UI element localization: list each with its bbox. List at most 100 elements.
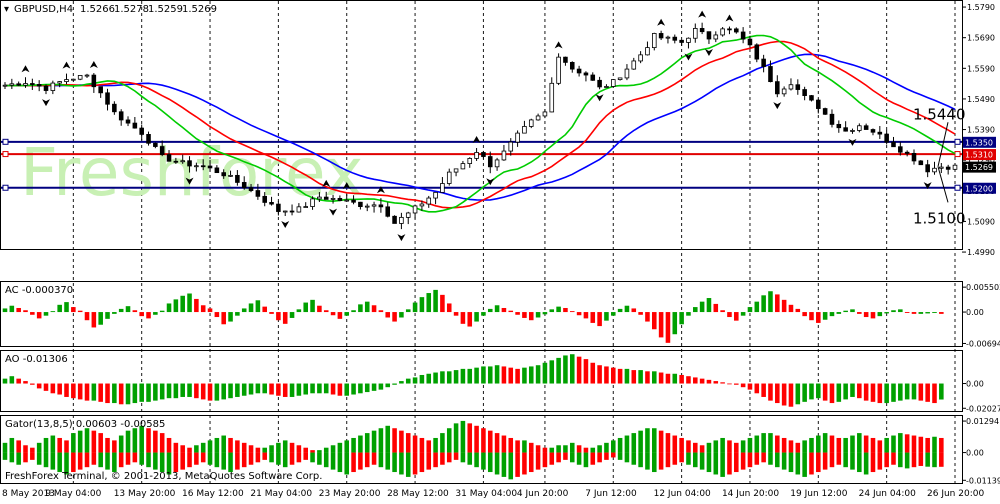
gator-bar <box>624 435 630 453</box>
ac-bar <box>446 303 452 313</box>
candle-body <box>877 131 883 135</box>
fractal-up-icon <box>322 179 331 187</box>
fractal-down-icon <box>185 177 194 185</box>
candle-body <box>146 134 151 144</box>
ac-bar <box>761 295 766 313</box>
ao-bar <box>836 383 842 402</box>
ao-bar <box>57 383 62 395</box>
candle-body <box>590 74 596 81</box>
ao-bar <box>576 356 582 384</box>
candle-body <box>453 168 459 173</box>
ao-bar <box>884 383 889 404</box>
candle-body <box>392 215 397 224</box>
gator-bar <box>617 437 623 453</box>
ac-bar <box>857 312 862 314</box>
gator-bar <box>23 452 28 463</box>
ac-bar <box>713 303 719 313</box>
gator-bar <box>255 452 261 463</box>
candle-body <box>241 182 247 189</box>
level-handle <box>954 184 961 191</box>
candle-body <box>433 191 438 199</box>
candle-body <box>378 204 384 208</box>
gator-bar <box>303 447 308 453</box>
lips-line <box>5 34 956 213</box>
ac-bar <box>898 309 903 313</box>
ao-bar <box>405 378 411 384</box>
target-label: 1.5100 <box>913 209 966 227</box>
gator-bar <box>891 435 896 453</box>
gator-bar <box>9 452 15 463</box>
ao-bar <box>679 374 684 384</box>
ac-bar <box>904 312 910 313</box>
gator-bar <box>891 452 896 465</box>
ac-bar <box>747 307 753 313</box>
gator-bar <box>36 442 42 453</box>
gator-bar <box>2 442 8 453</box>
gator-bar <box>939 452 944 467</box>
gator-bar <box>399 430 404 453</box>
gator-bar <box>385 452 391 470</box>
gator-bar <box>262 447 267 453</box>
candle-body <box>255 190 261 197</box>
ao-bar <box>378 383 384 390</box>
gator-bar <box>296 445 302 453</box>
ac-bar <box>269 312 274 314</box>
candle-body <box>775 81 780 95</box>
gator-bar <box>836 452 842 465</box>
price-tick-label: 1.5790 <box>967 3 995 12</box>
gator-bar <box>91 430 97 453</box>
candle-body <box>289 210 295 213</box>
level-handle <box>954 151 961 158</box>
ao-bar <box>549 360 555 384</box>
ao-bar <box>440 371 445 384</box>
fractal-down-icon <box>397 234 406 242</box>
candle-body <box>720 28 725 36</box>
gator-bar <box>84 428 90 453</box>
candle-body <box>344 199 350 202</box>
open-price: 1.5266 <box>80 4 115 15</box>
gator-bar <box>768 433 773 453</box>
ao-bar <box>207 383 213 401</box>
gator-bar <box>843 437 848 453</box>
ac-bar <box>43 312 49 316</box>
gator-bar <box>569 442 575 453</box>
teeth-line <box>5 40 956 209</box>
candle-body <box>699 28 705 33</box>
ac-pane <box>2 289 944 343</box>
gator-bar <box>440 452 445 465</box>
gator-bar <box>939 437 944 453</box>
gator-bar <box>269 445 274 453</box>
ao-bar <box>194 383 199 399</box>
gator-bar <box>679 452 684 463</box>
gator-bar <box>816 452 821 473</box>
ac-bar <box>296 309 302 313</box>
candle-body <box>153 142 158 147</box>
price-tick-label: 1.5290 <box>967 156 995 165</box>
gator-bar <box>481 452 486 470</box>
ac-bar <box>822 312 828 320</box>
ac-bar <box>433 289 438 313</box>
ac-bar <box>877 312 883 317</box>
gator-bar <box>43 452 49 468</box>
ac-bar <box>727 312 732 318</box>
ao-bar <box>501 366 507 384</box>
ac-bar <box>775 294 780 313</box>
date-label: 12 Jun 04:00 <box>654 489 711 499</box>
ao-bar <box>617 368 623 384</box>
gator-bar <box>344 440 350 453</box>
gator-bar <box>16 452 21 465</box>
ac-bar <box>125 306 131 313</box>
osc-tick-label: 0.01294 <box>966 417 999 426</box>
ao-bar <box>925 383 930 402</box>
candle-body <box>446 171 452 184</box>
candle-body <box>952 164 958 170</box>
ao-bar <box>132 383 138 404</box>
fractal-up-icon <box>89 61 98 69</box>
gator-bar <box>754 435 760 453</box>
ac-bar <box>932 312 937 313</box>
level-handle <box>2 184 9 191</box>
candle-body <box>884 133 889 143</box>
candle-body <box>658 33 664 39</box>
gator-bar <box>378 428 384 453</box>
